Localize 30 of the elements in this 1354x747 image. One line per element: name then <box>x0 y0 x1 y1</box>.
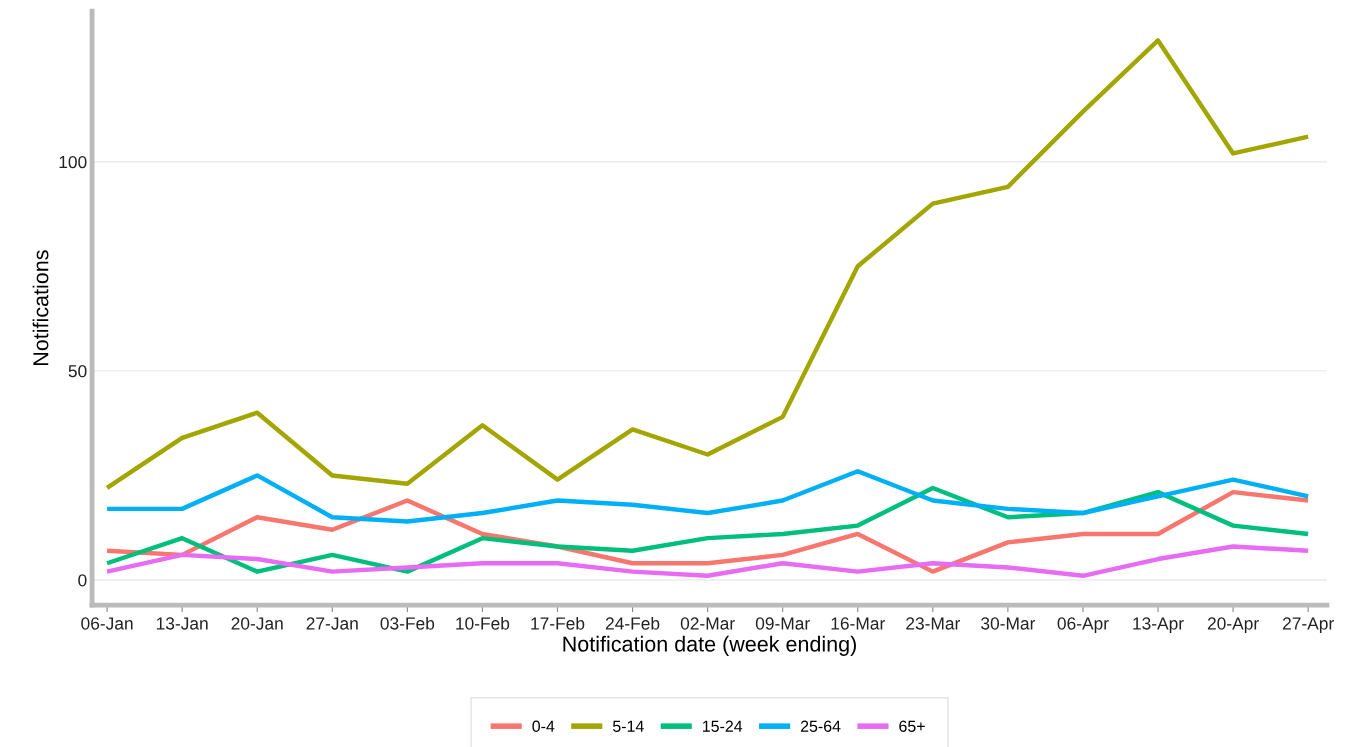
x-tick-label: 03-Feb <box>380 616 435 630</box>
x-tick-label: 10-Feb <box>456 616 510 630</box>
x-tick-label: 06-Jan <box>81 617 133 630</box>
x-tick-label: 02-Mar <box>680 617 735 630</box>
x-tick-label: 17-Feb <box>531 616 585 630</box>
x-tick-label: 09-Mar <box>755 617 810 630</box>
legend-label: 0-4 <box>532 720 555 732</box>
legend-label: 65+ <box>899 720 925 732</box>
x-tick-label: 24-Feb <box>605 616 660 630</box>
x-tick-label: 16-Mar <box>831 617 885 630</box>
x-tick-label: 13-Jan <box>156 617 208 630</box>
y-tick-label: 50 <box>68 365 87 378</box>
x-tick-label: 27-Apr <box>1282 617 1334 634</box>
x-tick-label: 27-Jan <box>306 617 358 630</box>
y-tick-label: 0 <box>78 574 87 587</box>
x-tick-label: 20-Jan <box>231 617 283 630</box>
line-series <box>104 544 1311 579</box>
x-tick-label: 06-Apr <box>1057 617 1109 634</box>
x-tick-label: 23-Mar <box>906 617 961 630</box>
x-tick-label: 13-Apr <box>1133 617 1184 634</box>
legend-label: 25-64 <box>800 720 841 732</box>
y-axis-title: Notifications <box>32 250 49 365</box>
line-series <box>104 469 1311 524</box>
x-tick-label: 20-Apr <box>1207 617 1259 634</box>
legend-label: 15-24 <box>703 720 743 732</box>
legend-label: 5-14 <box>612 720 644 732</box>
x-axis-title: Notification date (week ending) <box>563 635 856 656</box>
y-tick-label: 100 <box>59 155 87 169</box>
x-tick-label: 30-Mar <box>981 617 1036 630</box>
line-series <box>104 38 1311 491</box>
